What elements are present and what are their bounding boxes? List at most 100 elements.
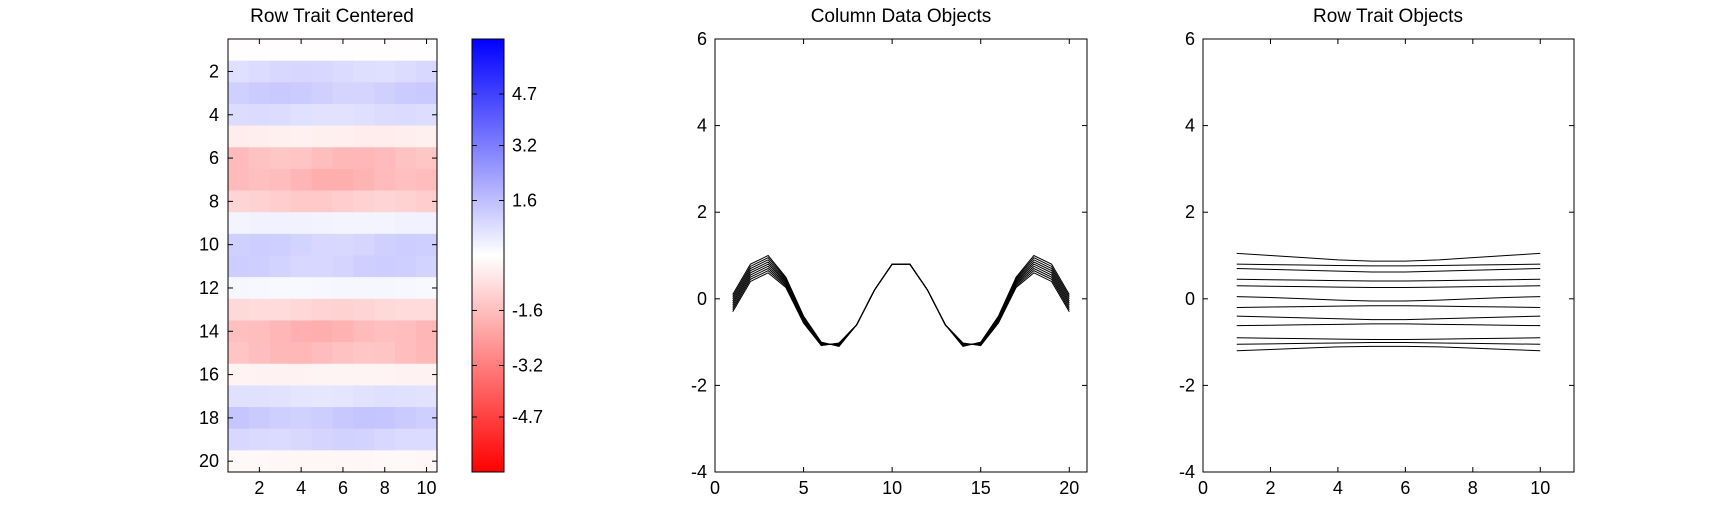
heatmap-cell (395, 103, 417, 126)
row-trait-axes-box (1202, 38, 1575, 473)
heatmap-cell (374, 385, 396, 408)
series-line (732, 254, 1070, 347)
heatmap-cell (290, 320, 312, 343)
heatmap-cell (374, 450, 396, 473)
heatmap-cell (228, 342, 250, 365)
heatmap-cell (353, 125, 375, 148)
heatmap-cell (248, 60, 271, 83)
heatmap-cell (332, 147, 354, 170)
series-line (1236, 267, 1541, 273)
heatmap-cell (395, 342, 417, 365)
heatmap-cell (353, 320, 375, 343)
heatmap-cell (374, 212, 396, 235)
heatmap-cell (248, 320, 271, 343)
heatmap-cell (269, 385, 292, 408)
heatmap-cell (290, 82, 312, 105)
heatmap-cell (353, 168, 375, 191)
heatmap-x-tick-label: 4 (296, 478, 306, 498)
heatmap-cell (228, 363, 250, 386)
y-tick-label: -4 (691, 462, 707, 482)
heatmap-cell (248, 363, 271, 386)
heatmap-cell (290, 60, 312, 83)
heatmap-cell (416, 212, 438, 235)
y-tick-label: 4 (697, 116, 707, 136)
heatmap-cell (269, 255, 292, 278)
heatmap-cell (332, 320, 354, 343)
heatmap-cell (290, 363, 312, 386)
heatmap-cell (416, 147, 438, 170)
series-line (1236, 296, 1541, 302)
heatmap-cell (290, 233, 312, 256)
heatmap-cell (353, 233, 375, 256)
heatmap-cell (228, 39, 250, 62)
heatmap-cell (332, 407, 354, 430)
colorbar-box (471, 38, 505, 473)
heatmap-cell (416, 277, 438, 300)
heatmap-cell (395, 190, 417, 213)
series-line (1236, 278, 1541, 282)
heatmap-cell (353, 298, 375, 321)
row-trait-lines (1236, 252, 1541, 352)
heatmap-cell (395, 298, 417, 321)
row-trait-panel: Row Trait Objects 0 2 4 6 8 10 -4 -2 0 2 4 6 (1179, 6, 1575, 498)
series-line (1236, 345, 1541, 352)
heatmap-cell (269, 60, 292, 83)
heatmap-cell (332, 103, 354, 126)
heatmap-cell (269, 320, 292, 343)
series-line (732, 257, 1070, 347)
heatmap-cell (374, 103, 396, 126)
heatmap-cell (290, 255, 312, 278)
heatmap-cell (416, 320, 438, 343)
x-tick-label: 10 (882, 478, 902, 498)
heatmap-cell (248, 255, 271, 278)
heatmap-cell (269, 125, 292, 148)
heatmap-cell (353, 428, 375, 451)
series-line (1236, 263, 1541, 267)
heatmap-cell (395, 233, 417, 256)
heatmap-x-tick-label: 10 (417, 478, 437, 498)
heatmap-y-tick-label: 4 (209, 105, 219, 125)
series-line (1236, 285, 1541, 289)
heatmap-cell (416, 103, 438, 126)
x-tick-label: 6 (1400, 478, 1410, 498)
heatmap-cell (416, 125, 438, 148)
heatmap-cell (311, 320, 333, 343)
heatmap-cell (416, 255, 438, 278)
heatmap-cell (311, 103, 333, 126)
heatmap-cell (374, 39, 396, 62)
heatmap-cell (332, 212, 354, 235)
heatmap-cell (395, 407, 417, 430)
x-tick-label: 0 (1198, 478, 1208, 498)
heatmap-y-tick-label: 2 (209, 61, 219, 81)
heatmap-cell (290, 407, 312, 430)
heatmap-cell (353, 39, 375, 62)
heatmap-cell (353, 190, 375, 213)
heatmap-cell (353, 103, 375, 126)
heatmap-cell (290, 168, 312, 191)
heatmap-cell (374, 342, 396, 365)
heatmap-cell (311, 255, 333, 278)
heatmap-cell (228, 212, 250, 235)
heatmap-cell (416, 363, 438, 386)
heatmap-cell (269, 168, 292, 191)
x-tick-label: 0 (710, 478, 720, 498)
heatmap-cell (248, 450, 271, 473)
heatmap-cell (228, 168, 250, 191)
heatmap-cell (311, 428, 333, 451)
heatmap-cell (395, 212, 417, 235)
heatmap-cell (311, 39, 333, 62)
heatmap-cell (374, 190, 396, 213)
heatmap-cell (353, 342, 375, 365)
heatmap-cell (290, 428, 312, 451)
heatmap-cell (374, 407, 396, 430)
heatmap-cell (228, 147, 250, 170)
colorbar-tick-label: 1.6 (512, 191, 537, 211)
heatmap-cell (374, 147, 396, 170)
column-data-axes-box (714, 38, 1088, 473)
heatmap-cell (374, 168, 396, 191)
heatmap-cell (311, 342, 333, 365)
x-tick-label: 20 (1059, 478, 1079, 498)
heatmap-cell (374, 320, 396, 343)
heatmap-cell (416, 190, 438, 213)
heatmap-cell (290, 342, 312, 365)
